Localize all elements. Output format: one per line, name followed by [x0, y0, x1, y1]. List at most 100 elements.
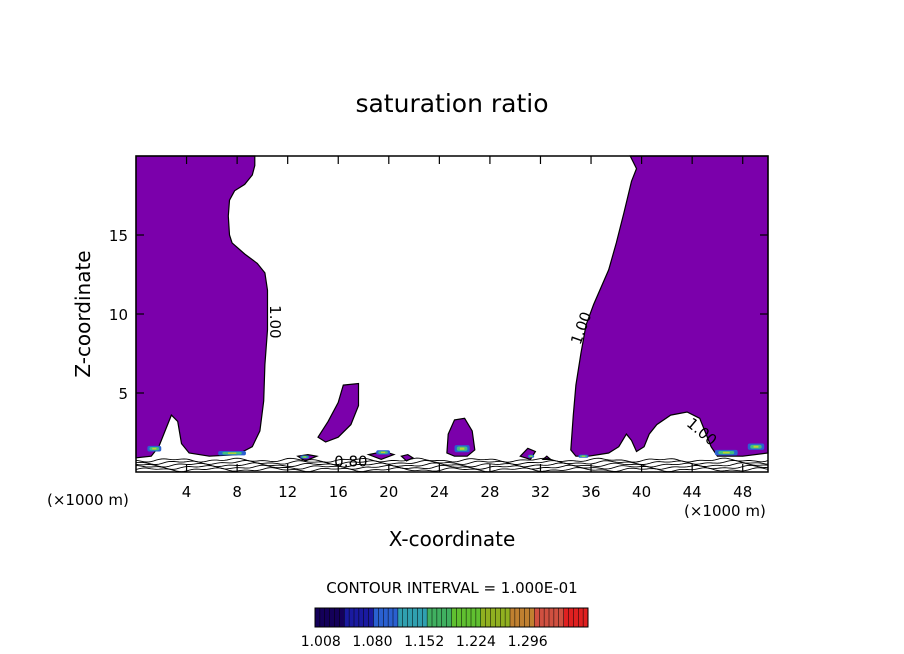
- colorbar-cell: [319, 608, 326, 627]
- colorbar-cell: [490, 608, 496, 627]
- colorbar-tick-label: 1.152: [404, 634, 444, 650]
- colorbar-cell: [553, 608, 560, 627]
- colorbar-cell: [344, 608, 350, 627]
- x-tick-label-48: 48: [733, 483, 752, 501]
- x-tick-label-16: 16: [329, 483, 348, 501]
- colorbar-cell: [573, 608, 579, 627]
- colorbar-cell: [324, 608, 330, 627]
- patch-peak-1: [227, 452, 237, 454]
- colorbar-tick-label: 1.296: [508, 634, 548, 650]
- colorbar-cell: [378, 608, 384, 627]
- colorbar-cell: [412, 608, 418, 627]
- colorbar-frame: [314, 607, 589, 628]
- colorbar-cell: [427, 608, 433, 627]
- colorbar-cell: [529, 608, 535, 627]
- supersaturation-patches: [147, 443, 765, 459]
- colorbar-cell: [524, 608, 530, 627]
- colorbar-cell: [519, 608, 525, 627]
- x-axis-ticks: 4 8 12 16 20 24 28 32 36 40 44 48: [182, 156, 752, 501]
- colorbar-cell: [432, 608, 438, 627]
- x-axis-label: X-coordinate: [389, 527, 516, 551]
- colorbar-cell: [578, 608, 584, 627]
- colorbar-cell: [549, 608, 555, 627]
- patch-peak-3: [381, 451, 386, 454]
- colorbar-cell: [329, 608, 335, 627]
- x-tick-label-44: 44: [683, 483, 702, 501]
- colorbar-cell: [461, 608, 467, 627]
- colorbar-cell: [407, 608, 413, 627]
- colorbar-cell: [446, 608, 452, 627]
- plot-area: 1.00 1.001.000.80 4 8 12 16 20 24 28 32 36 40 44 48 …: [109, 155, 769, 501]
- colorbar-cell: [422, 608, 428, 627]
- colorbar-cell: [495, 608, 501, 627]
- x-unit-left: (×1000 m): [47, 491, 129, 509]
- colorbar-cell: [510, 608, 516, 627]
- colorbar-cell: [383, 608, 389, 627]
- colorbar: [314, 607, 589, 628]
- patch-peak-6: [581, 455, 585, 457]
- colorbar-cell: [568, 608, 574, 627]
- x-tick-label-4: 4: [182, 483, 192, 501]
- colorbar-cell: [500, 608, 506, 627]
- patch-peak-5: [530, 455, 532, 457]
- colorbar-cell: [480, 608, 486, 627]
- region-right-moist-column: [570, 155, 769, 457]
- colorbar-cell: [471, 608, 477, 627]
- moist-regions: [135, 155, 769, 462]
- colorbar-cell: [475, 608, 482, 627]
- patch-peak-4: [459, 447, 465, 450]
- colorbar-cell: [358, 608, 365, 627]
- colorbar-cell: [436, 608, 443, 627]
- colorbar-cell: [505, 608, 511, 627]
- colorbar-tick-label: 1.224: [456, 634, 496, 650]
- colorbar-cell: [363, 608, 369, 627]
- colorbar-cell: [485, 608, 491, 627]
- colorbar-cell: [354, 608, 360, 627]
- region-speck-21: [400, 453, 415, 462]
- surface-contour-3: [135, 460, 769, 466]
- surface-contour-0: [135, 467, 769, 473]
- contour-interval-note: CONTOUR INTERVAL = 1.000E-01: [326, 579, 577, 597]
- colorbar-cell: [563, 608, 569, 627]
- x-tick-label-32: 32: [531, 483, 550, 501]
- colorbar-cell: [466, 608, 472, 627]
- x-tick-label-12: 12: [278, 483, 297, 501]
- surface-contours: [135, 457, 769, 473]
- colorbar-cell: [373, 608, 379, 627]
- y-tick-label-5: 5: [118, 385, 128, 403]
- region-speck-31: [519, 447, 537, 461]
- patch-peak-0: [152, 447, 157, 450]
- region-small-cell-16: [317, 382, 360, 443]
- colorbar-cell: [315, 608, 321, 627]
- colorbar-cell: [558, 608, 564, 627]
- x-tick-label-36: 36: [581, 483, 600, 501]
- colorbar-tick-label: 1.008: [301, 634, 341, 650]
- x-unit-right: (×1000 m): [684, 502, 766, 520]
- patch-peak-2: [303, 456, 307, 458]
- colorbar-cell: [441, 608, 447, 627]
- region-left-moist-column: [135, 155, 269, 459]
- colorbar-cell: [456, 608, 462, 627]
- colorbar-cell: [349, 608, 355, 627]
- surface-contour-2: [135, 462, 769, 468]
- x-tick-label-28: 28: [480, 483, 499, 501]
- colorbar-cell: [417, 608, 423, 627]
- colorbar-tick-labels: 1.008 1.080 1.152 1.224 1.296: [301, 634, 548, 650]
- patch-peak-7: [722, 451, 730, 454]
- colorbar-cell: [368, 608, 374, 627]
- colorbar-cell: [334, 608, 340, 627]
- colorbar-cell: [544, 608, 550, 627]
- surface-contour-1: [135, 464, 769, 470]
- y-axis-ticks: 5 10 15: [109, 227, 768, 403]
- colorbar-cell: [539, 608, 545, 627]
- x-tick-label-40: 40: [632, 483, 651, 501]
- colorbar-tick-label: 1.080: [352, 634, 392, 650]
- colorbar-cell: [388, 608, 394, 627]
- colorbar-cell: [534, 608, 540, 627]
- y-tick-label-10: 10: [109, 306, 128, 324]
- colorbar-cell: [583, 608, 589, 627]
- x-tick-label-24: 24: [430, 483, 449, 501]
- contour-label-0: 1.00: [266, 305, 284, 338]
- contour-label-3: 0.80: [334, 452, 367, 470]
